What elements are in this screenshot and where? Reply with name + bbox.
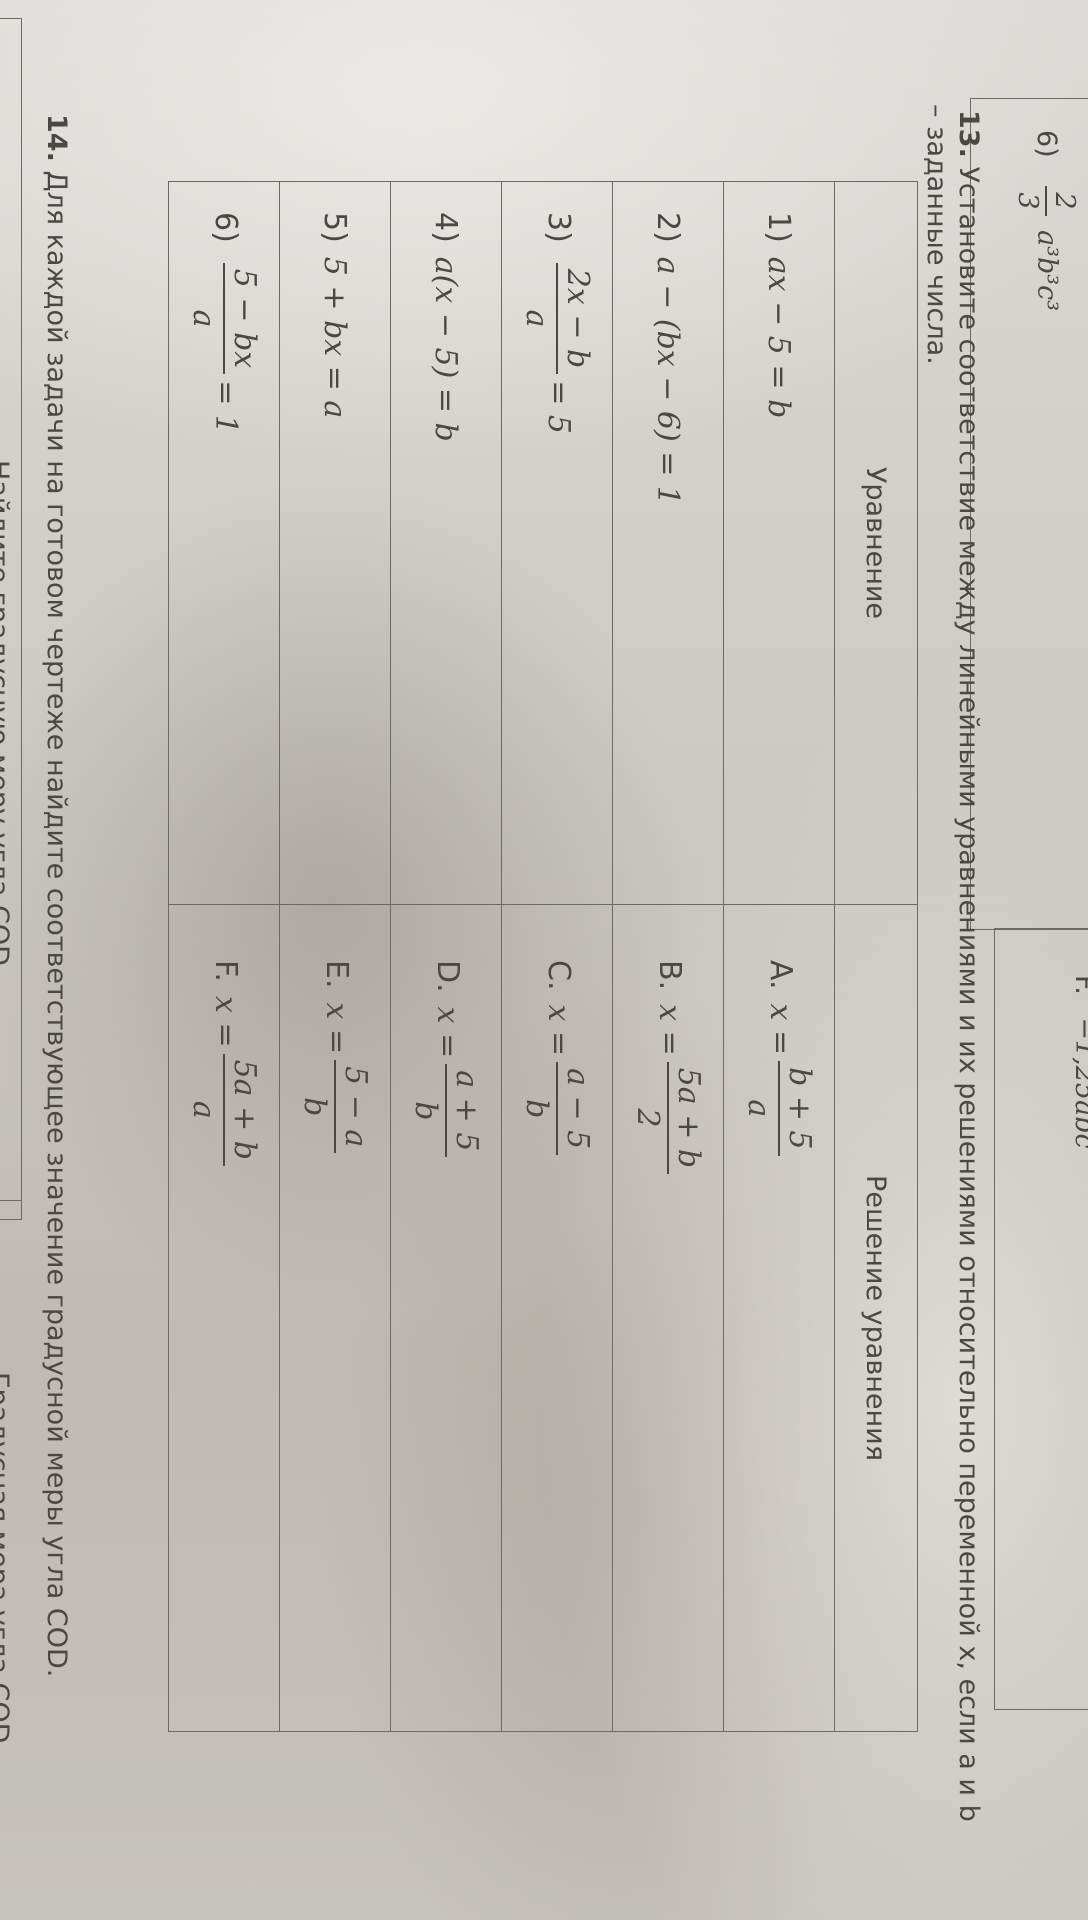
equation-1: 1)ax − 5 = b bbox=[723, 181, 835, 905]
task14-number: 14. bbox=[41, 114, 72, 162]
header-solution: Решение уравнения bbox=[834, 904, 918, 1732]
task13-text: Установите соответствие между линейными … bbox=[953, 166, 984, 1822]
header-equation: Уравнение bbox=[834, 181, 918, 905]
task14-text: Для каждой задачи на готовом чертеже най… bbox=[41, 170, 72, 1678]
matching-table: Уравнение Решение уравнения 1)ax − 5 = b… bbox=[168, 181, 918, 1732]
equation-2: 2)a − (bx − 6) = 1 bbox=[612, 181, 724, 905]
equation-6: 6) 5 − bx a = 1 bbox=[168, 181, 280, 905]
equation-3: 3) 2x − b a = 5 bbox=[501, 181, 613, 905]
equation-5: 5)5 + bx = a bbox=[279, 181, 391, 905]
task14-header-left: Найдите градусную меру угла COD bbox=[0, 460, 14, 966]
task13-prompt: 13. Установите соответствие между линейн… bbox=[953, 110, 984, 1822]
task13-prompt-cont: – заданные числа. bbox=[921, 104, 952, 365]
task13-number: 13. bbox=[953, 110, 984, 158]
task14-header-right: Градусная мера угла COD bbox=[0, 1372, 14, 1744]
equation-4: 4)a(x − 5) = b bbox=[390, 181, 502, 905]
table-header-row: Уравнение Решение уравнения bbox=[834, 181, 918, 1732]
task14-prompt: 14. Для каждой задачи на готовом чертеже… bbox=[41, 114, 72, 1677]
previous-item-F: F. −1,25abc bbox=[1069, 975, 1088, 1149]
task14-table-divider bbox=[0, 1200, 22, 1201]
